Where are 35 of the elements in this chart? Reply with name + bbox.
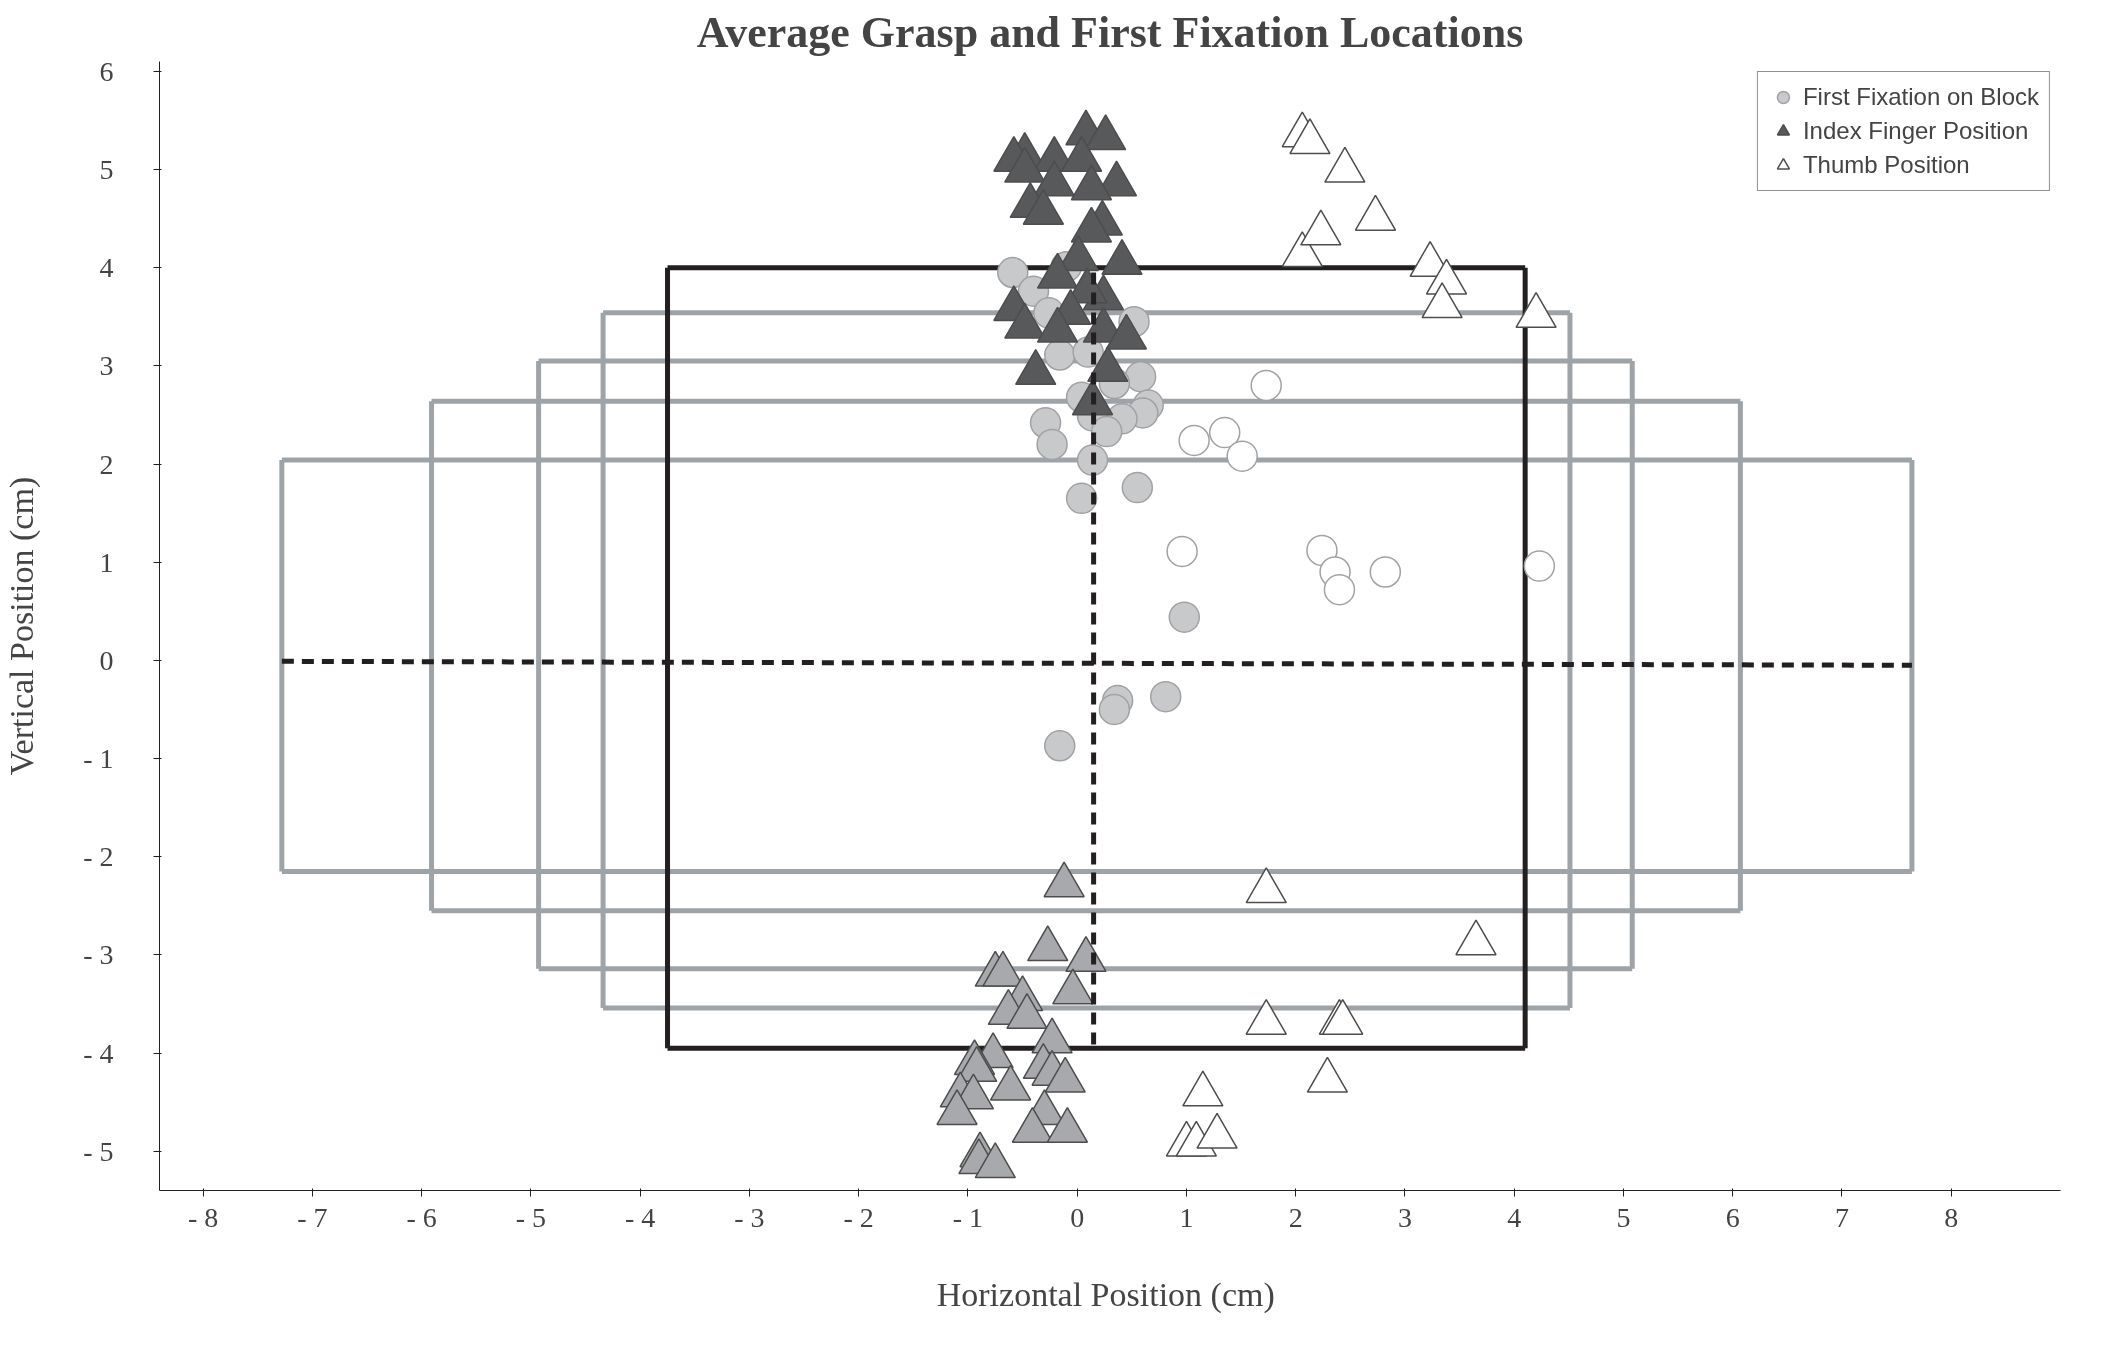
x-tick-label: 8 bbox=[1944, 1201, 1959, 1233]
y-tick-label: 0 bbox=[99, 644, 114, 676]
y-tick-label: - 2 bbox=[83, 841, 114, 873]
y-tick-label: - 3 bbox=[83, 939, 114, 971]
y-tick-label: - 1 bbox=[83, 743, 114, 775]
x-tick-label: - 2 bbox=[843, 1201, 874, 1233]
legend-label: First Fixation on Block bbox=[1802, 83, 2039, 111]
x-tick-label: 7 bbox=[1834, 1201, 1849, 1233]
x-tick-label: 3 bbox=[1397, 1201, 1412, 1233]
x-tick-label: - 5 bbox=[515, 1201, 547, 1233]
x-tick-label: - 7 bbox=[297, 1201, 328, 1233]
x-tick-label: - 4 bbox=[625, 1201, 656, 1233]
y-tick-label: 3 bbox=[99, 350, 114, 382]
y-tick-label: 4 bbox=[99, 252, 114, 284]
y-tick-label: - 4 bbox=[83, 1037, 114, 1069]
x-tick-label: - 3 bbox=[734, 1201, 765, 1233]
x-axis-title: Horizontal Position (cm) bbox=[936, 1275, 1275, 1314]
y-tick-label: 1 bbox=[99, 546, 114, 578]
x-tick-label: - 8 bbox=[188, 1201, 219, 1233]
x-tick-label: 0 bbox=[1070, 1201, 1085, 1233]
x-tick-label: 6 bbox=[1725, 1201, 1740, 1233]
x-tick-label: - 6 bbox=[406, 1201, 437, 1233]
x-tick-label: 4 bbox=[1507, 1201, 1522, 1233]
y-axis-title: Vertical Position (cm) bbox=[3, 476, 42, 776]
legend-label: Thumb Position bbox=[1802, 151, 1970, 179]
x-tick-label: 2 bbox=[1288, 1201, 1303, 1233]
x-tick-label: 1 bbox=[1179, 1201, 1194, 1233]
y-tick-label: 2 bbox=[99, 448, 114, 480]
y-tick-label: 5 bbox=[99, 153, 114, 185]
chart-title: Average Grasp and First Fixation Locations bbox=[696, 7, 1524, 57]
y-tick-label: - 5 bbox=[83, 1135, 114, 1167]
y-tick-label: 6 bbox=[99, 55, 114, 87]
legend-label: Index Finger Position bbox=[1802, 117, 2029, 145]
x-tick-label: - 1 bbox=[952, 1201, 984, 1233]
x-tick-label: 5 bbox=[1616, 1201, 1631, 1233]
